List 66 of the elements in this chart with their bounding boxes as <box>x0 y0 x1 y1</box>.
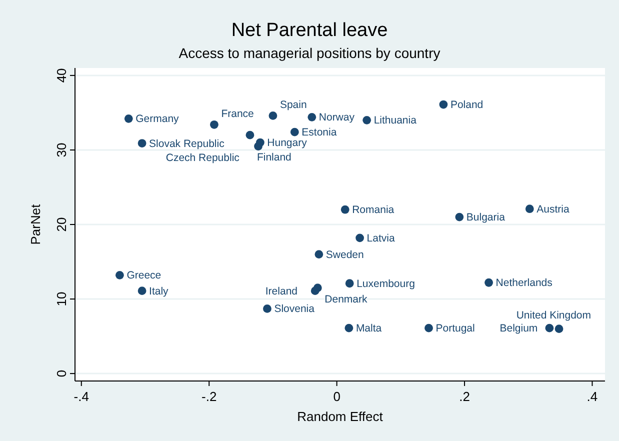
point <box>246 130 254 140</box>
annotation: Estonia <box>302 126 337 139</box>
annotation: Netherlands <box>496 277 552 290</box>
annotation: Greece <box>126 270 162 282</box>
point <box>210 120 218 129</box>
annotation: France <box>221 108 254 120</box>
annotation: Lithuania <box>374 114 417 127</box>
point <box>362 116 372 124</box>
annotation: Norway <box>318 112 356 124</box>
x-tick-label: -.2 <box>202 389 217 404</box>
annotation: Bulgaria <box>466 212 506 224</box>
chart-title: Net Parental leave <box>231 20 388 41</box>
annotation: Luxembourg <box>356 278 416 290</box>
point <box>525 204 534 214</box>
point <box>545 324 554 332</box>
x-tick-label: .4 <box>586 389 598 404</box>
annotation: United Kingdom <box>516 309 592 322</box>
point <box>124 114 133 123</box>
point <box>455 212 464 222</box>
point <box>308 112 316 122</box>
x-tick-label: -.4 <box>74 389 89 404</box>
point <box>268 111 278 120</box>
annotation: Malta <box>356 322 382 335</box>
point <box>554 324 564 334</box>
point <box>138 286 146 296</box>
annotation: Austria <box>536 203 570 216</box>
annotation: Hungary <box>267 137 308 150</box>
annotation: Romania <box>352 204 394 216</box>
y-axis-title: ParNet <box>28 204 43 245</box>
x-tick-label: .2 <box>459 389 470 404</box>
point <box>340 205 350 214</box>
x-axis-title: Random Effect <box>297 409 384 424</box>
annotation: Germany <box>136 113 180 126</box>
point <box>356 234 364 242</box>
point <box>138 139 146 148</box>
y-tick-label: 30 <box>54 142 69 158</box>
annotation: Portugal <box>436 322 475 335</box>
point <box>290 128 299 136</box>
annotation: Sweden <box>326 248 364 261</box>
point <box>484 278 493 287</box>
annotation: Italy <box>149 285 170 298</box>
point <box>116 270 124 280</box>
y-tick-label: 10 <box>54 292 69 306</box>
x-tick-label: 0 <box>333 389 340 404</box>
annotation: Finland <box>256 152 292 164</box>
point <box>345 279 354 288</box>
point <box>254 142 262 150</box>
annotation: Slovenia <box>274 303 315 316</box>
annotation: Denmark <box>324 293 368 306</box>
annotation: Latvia <box>366 232 395 244</box>
annotation: Belgium <box>500 322 538 335</box>
chart-subtitle: Access to managerial positions by country <box>178 45 440 61</box>
annotation: Czech Republic <box>166 152 240 164</box>
point <box>310 286 320 296</box>
point <box>263 304 272 313</box>
point <box>344 324 354 332</box>
y-tick-label: 0 <box>54 370 69 378</box>
y-tick-label: 40 <box>54 68 69 83</box>
annotation: Poland <box>450 99 484 112</box>
annotation: Slovak Republic <box>149 138 224 150</box>
annotation: Ireland <box>265 285 298 298</box>
y-tick-label: 20 <box>54 217 69 232</box>
point <box>314 250 324 259</box>
point <box>439 100 448 109</box>
point <box>424 324 433 332</box>
annotation: Spain <box>280 99 307 112</box>
